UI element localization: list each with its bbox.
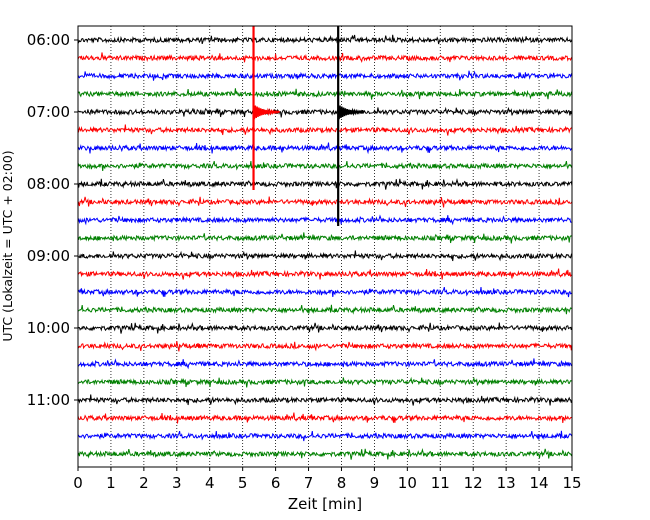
plot-frame <box>77 25 573 468</box>
trace-line <box>77 196 573 208</box>
trace-line <box>77 341 573 352</box>
x-axis-ticks: 0 1 2 3 4 5 6 7 8 9 10 11 12 13 14 15 <box>73 467 582 492</box>
event-spikes <box>252 26 365 226</box>
trace-line <box>77 412 573 424</box>
y-tick-label: 08:00 <box>27 175 70 193</box>
trace-line <box>77 214 572 226</box>
trace-line <box>77 124 573 136</box>
x-axis-label: Zeit [min] <box>288 495 362 513</box>
trace-line <box>77 142 573 155</box>
y-tick-label: 10:00 <box>27 319 70 337</box>
x-tick-label: 1 <box>106 474 116 492</box>
trace-line <box>77 394 573 406</box>
trace-line <box>77 376 573 388</box>
trace-line <box>77 358 573 370</box>
trace-line <box>77 430 573 442</box>
event-burst <box>337 103 365 120</box>
trace-line <box>77 106 573 118</box>
x-tick-label: 12 <box>464 474 483 492</box>
trace-line <box>77 52 573 63</box>
trace-line <box>77 178 573 190</box>
trace-line <box>77 304 573 315</box>
x-tick-label: 0 <box>73 474 83 492</box>
trace-line <box>77 448 573 460</box>
x-tick-label: 2 <box>139 474 149 492</box>
trace-line <box>77 286 573 298</box>
x-tick-label: 8 <box>337 474 347 492</box>
x-tick-label: 11 <box>431 474 450 492</box>
trace-line <box>77 250 573 262</box>
trace-line <box>77 70 573 81</box>
trace-line <box>77 160 573 172</box>
trace-line <box>77 88 573 100</box>
y-tick-label: 06:00 <box>27 31 70 49</box>
x-tick-label: 15 <box>562 474 581 492</box>
trace-line <box>77 322 573 334</box>
trace-line <box>77 232 573 244</box>
x-tick-label: 9 <box>370 474 380 492</box>
x-tick-label: 5 <box>238 474 248 492</box>
y-tick-label: 07:00 <box>27 103 70 121</box>
x-tick-label: 3 <box>172 474 182 492</box>
seismic-traces <box>77 34 573 460</box>
y-axis-ticks: 06:00 07:00 08:00 09:00 10:00 11:00 <box>27 31 78 409</box>
y-axis-label: UTC (Lokalzeit = UTC + 02:00) <box>0 150 15 341</box>
x-tick-label: 6 <box>271 474 281 492</box>
plot-area <box>78 26 572 467</box>
y-tick-label: 11:00 <box>27 391 70 409</box>
x-tick-label: 14 <box>530 474 549 492</box>
trace-line <box>77 34 573 45</box>
x-tick-label: 13 <box>497 474 516 492</box>
event-burst <box>252 103 281 120</box>
x-tick-label: 4 <box>205 474 215 492</box>
x-tick-label: 7 <box>304 474 314 492</box>
x-tick-label: 10 <box>398 474 417 492</box>
y-tick-label: 09:00 <box>27 247 70 265</box>
trace-line <box>77 268 573 280</box>
